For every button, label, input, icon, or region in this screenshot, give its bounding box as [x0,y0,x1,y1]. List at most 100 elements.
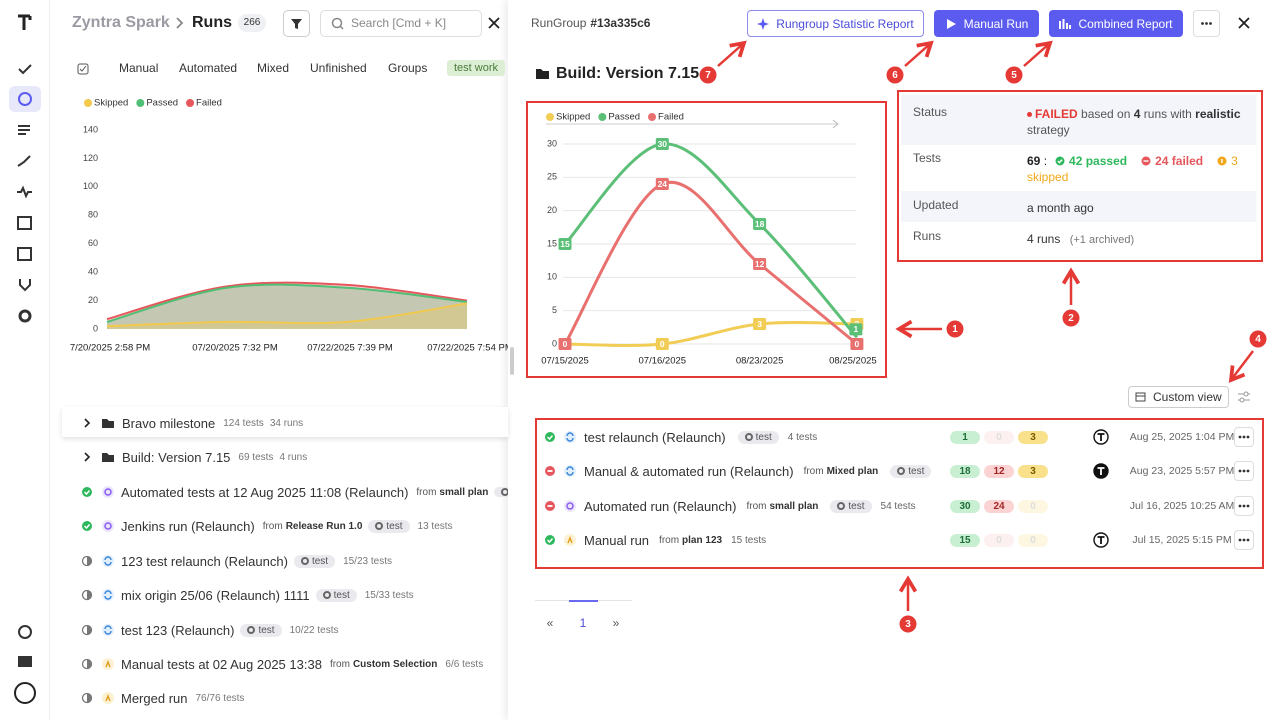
search-placeholder: Search [Cmd + K] [351,16,447,30]
help-icon[interactable] [18,625,32,639]
run-title: Manual tests at 02 Aug 2025 13:38 [121,656,322,672]
projects-icon[interactable] [18,656,32,667]
data-label: 1 [854,324,859,334]
tab[interactable]: Mixed [257,61,290,75]
x-tick-label: 07/16/2025 [639,356,687,367]
settings-icon[interactable] [1237,390,1251,404]
dots [1238,469,1250,473]
data-label: 15 [560,239,570,249]
user-avatar [1093,463,1109,479]
status-icon [84,452,91,462]
nav-icon[interactable] [17,216,32,230]
status-icon [102,589,114,601]
tab[interactable]: Groups [388,61,428,75]
status-icon [82,521,92,531]
runs-value: 4 runs (+1 archived) [1027,232,1134,246]
group-run-row[interactable]: test relaunch (Relaunch) test 4 tests [584,427,939,447]
series-line [563,180,858,346]
action-button[interactable]: Combined Report [1049,10,1183,37]
status-icon [81,555,93,567]
sparkle [757,17,770,30]
tabs-icon[interactable] [77,62,91,75]
avatar[interactable] [14,682,36,704]
run-row[interactable]: mix origin 25/06 (Relaunch) 1111 test 15/3… [121,585,508,605]
status-result: FAILED [1035,107,1078,121]
more-button[interactable] [1234,461,1254,481]
run-row[interactable]: Manual tests at 02 Aug 2025 13:38 from Cus… [121,654,508,674]
run-row[interactable]: Merged run 76/76 tests [121,688,508,708]
nav-icon[interactable] [17,155,31,167]
tag: test [315,588,357,602]
nav-icon[interactable] [17,247,32,261]
workspace-name[interactable]: Zyntra Spark [72,14,170,31]
more-button[interactable] [1193,10,1220,37]
data-label: 0 [563,339,568,349]
run-row[interactable]: Jenkins run (Relaunch) from Release Run 1.… [121,516,508,536]
tag-label: test [908,465,925,477]
page-link[interactable]: 1 [579,616,587,630]
tag-label: test [333,589,350,601]
status-value: FAILED based on 4 runs with realistic st… [1027,106,1255,138]
custom-view-button[interactable] [1128,386,1229,408]
run-row[interactable]: 123 test relaunch (Relaunch) test 15/23 te… [121,551,508,571]
more-button[interactable] [1234,496,1254,516]
nav-icon[interactable] [18,309,32,323]
dot [1246,435,1250,439]
status-text: runs with [1143,107,1192,121]
icon-glyph [83,524,91,530]
test-count: 6/6 tests [445,658,484,670]
status-icon [102,555,114,567]
from-label: from [416,486,437,498]
run-row[interactable]: Bravo milestone 124 tests 34 runs [122,413,509,433]
run-date: Jul 15, 2025 5:15 PM [1132,534,1232,546]
count-pill: 0 [1018,534,1048,547]
gear-icon [375,522,384,530]
test-count: 15/23 tests [343,555,392,567]
nav-icon[interactable] [18,64,32,75]
status-icon [81,624,93,636]
annotation-box [526,101,887,378]
gear-icon [501,488,508,496]
action-button[interactable]: Manual Run [934,10,1039,37]
group-run-row[interactable]: Manual run from plan 123 15 tests [584,530,939,550]
nav-icon[interactable] [19,279,31,292]
button-icon [1059,18,1072,29]
page-link[interactable]: » [612,616,620,630]
tab-chip[interactable]: test work [447,60,505,76]
tests-passed: 42 passed [1069,154,1128,168]
run-title: Build: Version 7.15 [122,449,231,465]
resize-handle[interactable] [510,347,514,375]
nav-icon[interactable] [18,125,30,135]
tag-label: test [258,624,275,636]
close-glyph [1238,17,1250,29]
close-left[interactable] [488,17,500,29]
data-point [850,338,864,350]
filter-button[interactable] [283,10,310,37]
x-tick-label: 07/22/2025 7:54 PM [427,343,508,354]
nav-active[interactable] [9,86,41,112]
icon-glyph [87,590,92,600]
page-link[interactable]: « [546,616,554,630]
run-row[interactable]: test 123 (Relaunch) test 10/22 tests [121,620,508,640]
nav-icon[interactable] [17,185,32,199]
count-pill: 0 [984,431,1014,444]
run-date: Jul 16, 2025 10:25 AM [1129,500,1235,512]
data-label: 18 [755,219,765,229]
group-run-row[interactable]: Automated run (Relaunch) from small plan te… [584,496,939,516]
run-row[interactable]: Automated tests at 12 Aug 2025 11:08 (Re… [121,482,508,502]
more-button[interactable] [1234,427,1254,447]
close-detail[interactable] [1238,17,1250,29]
legend-swatch [84,99,92,107]
action-button[interactable]: Rungroup Statistic Report [747,10,924,37]
tab[interactable]: Automated [179,61,238,75]
tab[interactable]: Manual [119,61,159,75]
more-button[interactable] [1234,530,1254,550]
tab[interactable]: Unfinished [310,61,367,75]
user-avatar [1093,429,1109,445]
search-box[interactable] [320,10,482,37]
run-row[interactable]: Build: Version 7.15 69 tests 4 runs [122,447,509,467]
nav-icon[interactable] [18,92,32,106]
y-tick-label: 30 [547,138,557,148]
gear-icon [322,591,331,599]
group-run-row[interactable]: Manual & automated run (Relaunch) from Mix… [584,461,939,481]
